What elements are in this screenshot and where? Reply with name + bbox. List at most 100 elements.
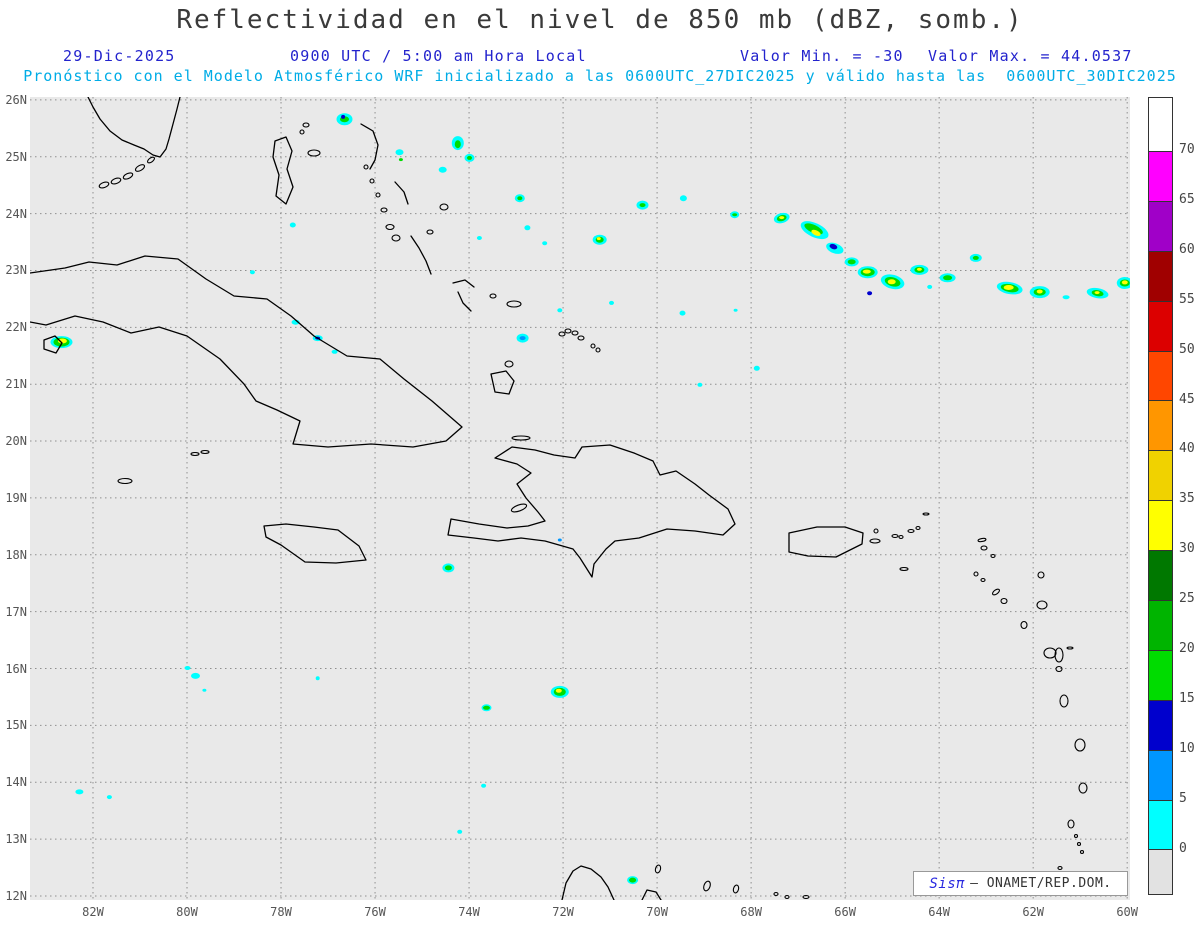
value-max-label: Valor Max. = 44.0537 bbox=[928, 47, 1133, 65]
reflectivity-cell bbox=[444, 565, 452, 571]
islet bbox=[307, 149, 321, 157]
reflectivity-cell bbox=[811, 229, 821, 236]
islet bbox=[1055, 665, 1063, 673]
islet bbox=[375, 192, 381, 198]
colorbar-segment bbox=[1149, 500, 1172, 551]
islet bbox=[980, 545, 988, 551]
islet bbox=[571, 330, 579, 336]
colorbar-tick-label: 30 bbox=[1179, 541, 1195, 557]
colorbar-segment bbox=[1149, 250, 1172, 301]
colorbar-segment bbox=[1149, 200, 1172, 251]
reflectivity-cell bbox=[943, 275, 953, 281]
x-tick-label: 76W bbox=[364, 905, 386, 919]
islet bbox=[1059, 694, 1069, 708]
colorbar-tick-label: 10 bbox=[1179, 740, 1195, 756]
coastline-long-island bbox=[410, 235, 432, 275]
reflectivity-cell bbox=[732, 213, 738, 217]
reflectivity-cell bbox=[862, 269, 871, 274]
coastline-jamaica bbox=[263, 523, 367, 564]
reflectivity-cell bbox=[779, 216, 785, 220]
islet bbox=[363, 164, 369, 170]
reflectivity-cell bbox=[184, 666, 191, 670]
islet bbox=[1036, 600, 1048, 610]
colorbar-segment bbox=[1149, 699, 1172, 750]
reflectivity-cell bbox=[733, 308, 738, 312]
colorbar-tick-label: 65 bbox=[1179, 191, 1195, 207]
reflectivity-cell bbox=[454, 140, 461, 149]
islet bbox=[577, 335, 585, 341]
colorbar-tick-label: 60 bbox=[1179, 241, 1195, 257]
reflectivity-cell bbox=[867, 291, 873, 296]
coastline-acklins bbox=[457, 291, 472, 312]
coastline-florida bbox=[87, 97, 181, 158]
coastline-eleuthera bbox=[360, 123, 379, 170]
y-tick-label: 13N bbox=[5, 832, 27, 847]
reflectivity-cell bbox=[557, 538, 562, 542]
x-tick-label: 70W bbox=[646, 905, 668, 919]
reflectivity-cell bbox=[289, 222, 296, 228]
islet bbox=[117, 477, 133, 485]
y-tick-label: 23N bbox=[5, 263, 27, 278]
reflectivity-cell bbox=[483, 705, 490, 710]
coastline-andros bbox=[272, 136, 294, 205]
reflectivity-cell bbox=[753, 365, 760, 371]
reflectivity-cell bbox=[481, 783, 487, 788]
colorbar-tick-label: 45 bbox=[1179, 391, 1195, 407]
reflectivity-cell bbox=[341, 114, 346, 119]
islet bbox=[385, 223, 395, 231]
islet bbox=[1078, 782, 1088, 794]
islet bbox=[869, 538, 881, 544]
y-tick-label: 12N bbox=[5, 889, 27, 904]
colorbar-segment bbox=[1149, 649, 1172, 700]
islet bbox=[489, 293, 497, 299]
x-tick-label: 60W bbox=[1116, 905, 1139, 919]
colorbar-segment bbox=[1149, 400, 1172, 451]
islet bbox=[654, 864, 662, 874]
islet bbox=[922, 512, 930, 516]
islet bbox=[439, 203, 449, 211]
islet bbox=[302, 122, 310, 128]
islet bbox=[784, 894, 790, 900]
y-tick-label: 20N bbox=[5, 434, 27, 449]
islet bbox=[891, 533, 899, 539]
colorbar-tick-label: 40 bbox=[1179, 441, 1195, 457]
reflectivity-cell bbox=[596, 237, 601, 241]
colorbar-segment bbox=[1149, 350, 1172, 401]
reflectivity-cell bbox=[476, 236, 482, 240]
chart-title: Reflectividad en el nivel de 850 mb (dBZ… bbox=[176, 5, 1024, 35]
map-background bbox=[30, 97, 1130, 900]
x-tick-label: 74W bbox=[458, 905, 480, 919]
colorbar-segment bbox=[1149, 98, 1172, 151]
islet bbox=[732, 884, 740, 894]
islet bbox=[873, 528, 879, 534]
islet bbox=[1074, 738, 1086, 752]
islet bbox=[299, 129, 305, 135]
colorbar-segment bbox=[1149, 550, 1172, 601]
reflectivity-cell bbox=[395, 149, 404, 156]
islet bbox=[426, 229, 434, 235]
chart-time: 0900 UTC / 5:00 am Hora Local bbox=[290, 47, 587, 65]
islet bbox=[558, 331, 566, 337]
islet bbox=[977, 537, 987, 543]
reflectivity-cell bbox=[927, 284, 933, 289]
islet bbox=[504, 360, 514, 368]
dbz-colorbar bbox=[1148, 97, 1173, 896]
islet bbox=[1079, 849, 1085, 855]
colorbar-tick-label: 15 bbox=[1179, 690, 1195, 706]
islet bbox=[190, 451, 200, 457]
colorbar-segment bbox=[1149, 849, 1172, 895]
colorbar-tick-label: 5 bbox=[1179, 790, 1187, 806]
reflectivity-cell bbox=[1003, 285, 1014, 290]
y-tick-label: 14N bbox=[5, 775, 27, 790]
colorbar-tick-label: 70 bbox=[1179, 142, 1195, 157]
reflectivity-cell bbox=[398, 158, 403, 162]
reflectivity-cell bbox=[1062, 295, 1070, 300]
reflectivity-cell bbox=[847, 259, 856, 265]
reflectivity-cell bbox=[916, 267, 922, 271]
colorbar-tick-label: 50 bbox=[1179, 341, 1195, 357]
reflectivity-cell bbox=[517, 196, 523, 201]
reflectivity-cell bbox=[557, 308, 563, 313]
credit-box: Sisπ – ONAMET/REP.DOM. bbox=[913, 871, 1128, 896]
islet bbox=[1076, 841, 1082, 847]
